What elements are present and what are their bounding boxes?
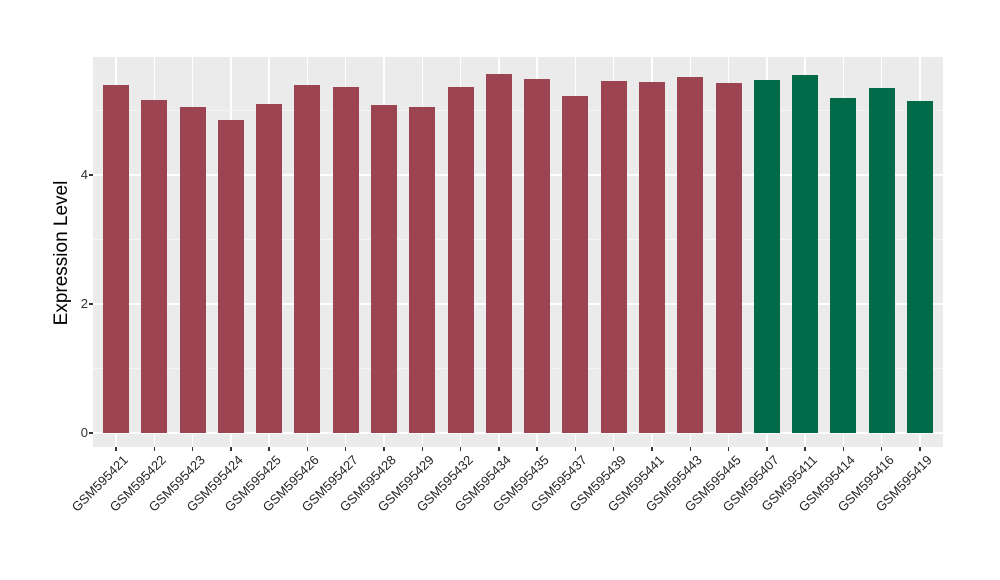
bar-GSM595425	[256, 104, 283, 433]
x-tick-mark	[115, 447, 117, 451]
y-tick-label: 4	[80, 167, 88, 182]
y-tick-label: 2	[80, 296, 88, 311]
x-tick-mark	[804, 447, 806, 451]
bar-GSM595421	[103, 84, 129, 433]
major-gridline	[93, 174, 943, 176]
x-tick-mark	[574, 447, 577, 451]
major-gridline	[93, 432, 943, 434]
y-tick-mark	[89, 432, 93, 434]
x-tick-mark	[421, 447, 423, 451]
x-tick-mark	[689, 447, 691, 451]
x-tick-mark	[651, 447, 653, 451]
bar-GSM595441	[639, 82, 665, 433]
y-tick-label: 0	[80, 425, 88, 440]
x-tick-mark	[268, 447, 270, 451]
plot-panel	[93, 57, 943, 447]
x-tick-mark	[383, 447, 385, 451]
x-tick-mark	[191, 447, 194, 451]
bar-GSM595445	[715, 82, 742, 433]
bar-GSM595423	[179, 107, 206, 433]
bar-GSM595434	[485, 73, 512, 433]
bar-GSM595426	[294, 84, 321, 433]
x-tick-mark	[613, 447, 615, 451]
bar-GSM595428	[371, 104, 397, 433]
bar-GSM595429	[409, 107, 436, 433]
bar-GSM595443	[677, 76, 704, 433]
major-gridline	[93, 303, 943, 305]
x-tick-mark	[881, 447, 883, 451]
bar-GSM595432	[447, 87, 474, 433]
bar-GSM595411	[792, 75, 819, 433]
bar-GSM595435	[524, 78, 551, 433]
y-tick-mark	[89, 303, 93, 305]
x-tick-mark	[345, 447, 347, 451]
x-tick-mark	[306, 447, 309, 451]
bar-GSM595422	[141, 100, 168, 433]
x-tick-mark	[459, 447, 462, 451]
bar-GSM595416	[868, 87, 895, 433]
y-tick-mark	[89, 174, 93, 176]
x-tick-mark	[842, 447, 845, 451]
bar-GSM595407	[753, 80, 780, 433]
minor-gridline	[93, 110, 943, 111]
bar-GSM595439	[600, 80, 627, 433]
x-tick-mark	[766, 447, 768, 451]
x-tick-mark	[153, 447, 155, 451]
bar-GSM595419	[907, 100, 933, 433]
minor-gridline	[93, 239, 943, 240]
x-tick-mark	[498, 447, 500, 451]
bar-GSM595437	[562, 96, 589, 433]
x-tick-mark	[230, 447, 232, 451]
x-tick-mark	[727, 447, 730, 451]
bar-GSM595424	[217, 120, 244, 433]
x-tick-mark	[536, 447, 538, 451]
bar-GSM595427	[332, 87, 359, 433]
minor-gridline	[93, 368, 943, 369]
x-tick-mark	[919, 447, 921, 451]
bar-GSM595414	[830, 98, 857, 433]
